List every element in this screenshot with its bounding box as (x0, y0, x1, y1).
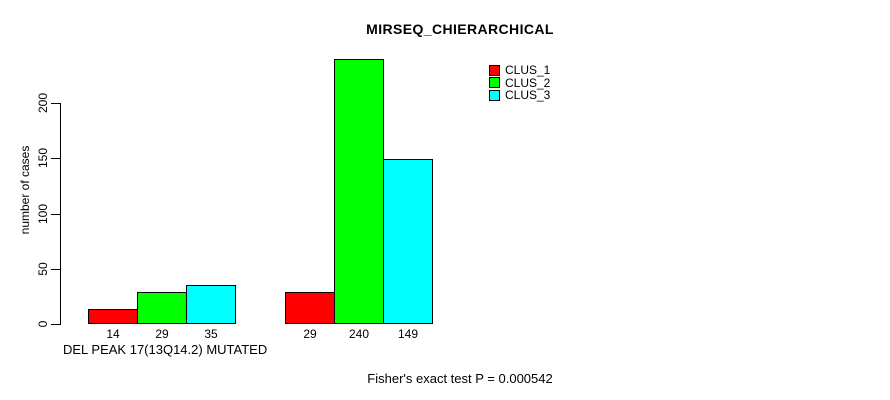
legend-swatch-clus_1 (489, 64, 500, 76)
y-tick-mark (51, 268, 60, 270)
y-axis-line (60, 103, 61, 325)
legend-label: CLUS_3 (505, 88, 551, 103)
bar-value-label: 29 (303, 327, 317, 341)
legend-row-clus_3: CLUS_3 (489, 89, 550, 102)
y-tick-mark (51, 103, 60, 104)
legend-label: CLUS_2 (505, 75, 551, 90)
bar-value-label: 149 (397, 327, 419, 341)
y-tick-label: 200 (36, 92, 50, 114)
bar-clus_3-group-1 (186, 285, 236, 324)
y-axis-label: number of cases (18, 145, 32, 235)
y-tick-mark (51, 324, 60, 325)
bar-clus_3-group-2 (383, 159, 433, 324)
legend-row-clus_2: CLUS_2 (489, 77, 550, 90)
fisher-test-annotation: Fisher's exact test P = 0.000542 (367, 371, 553, 386)
bar-clus_2-group-1 (137, 291, 187, 324)
legend-row-clus_1: CLUS_1 (489, 64, 550, 77)
bar-clus_1-group-1 (88, 308, 138, 324)
bar-clus_1-group-2 (285, 291, 335, 324)
x-group-label: DEL PEAK 17(13Q14.2) MUTATED (63, 342, 268, 357)
bar-value-label: 14 (106, 327, 120, 341)
legend-label: CLUS_1 (505, 63, 551, 78)
chart-title: MIRSEQ_CHIERARCHICAL (366, 21, 554, 37)
y-tick-mark (51, 158, 60, 160)
bar-clus_2-group-2 (334, 58, 384, 324)
y-tick-label: 50 (36, 262, 50, 276)
legend-swatch-clus_2 (489, 77, 500, 89)
legend-swatch-clus_3 (489, 89, 500, 101)
y-tick-mark (51, 213, 60, 215)
y-tick-label: 100 (36, 203, 50, 224)
legend: CLUS_1 CLUS_2 CLUS_3 (489, 64, 550, 102)
y-tick-label: 0 (36, 320, 50, 328)
bar-value-label: 240 (348, 327, 370, 341)
bar-value-label: 35 (204, 327, 218, 341)
y-tick-label: 150 (36, 148, 50, 169)
bar-value-label: 29 (155, 327, 169, 341)
